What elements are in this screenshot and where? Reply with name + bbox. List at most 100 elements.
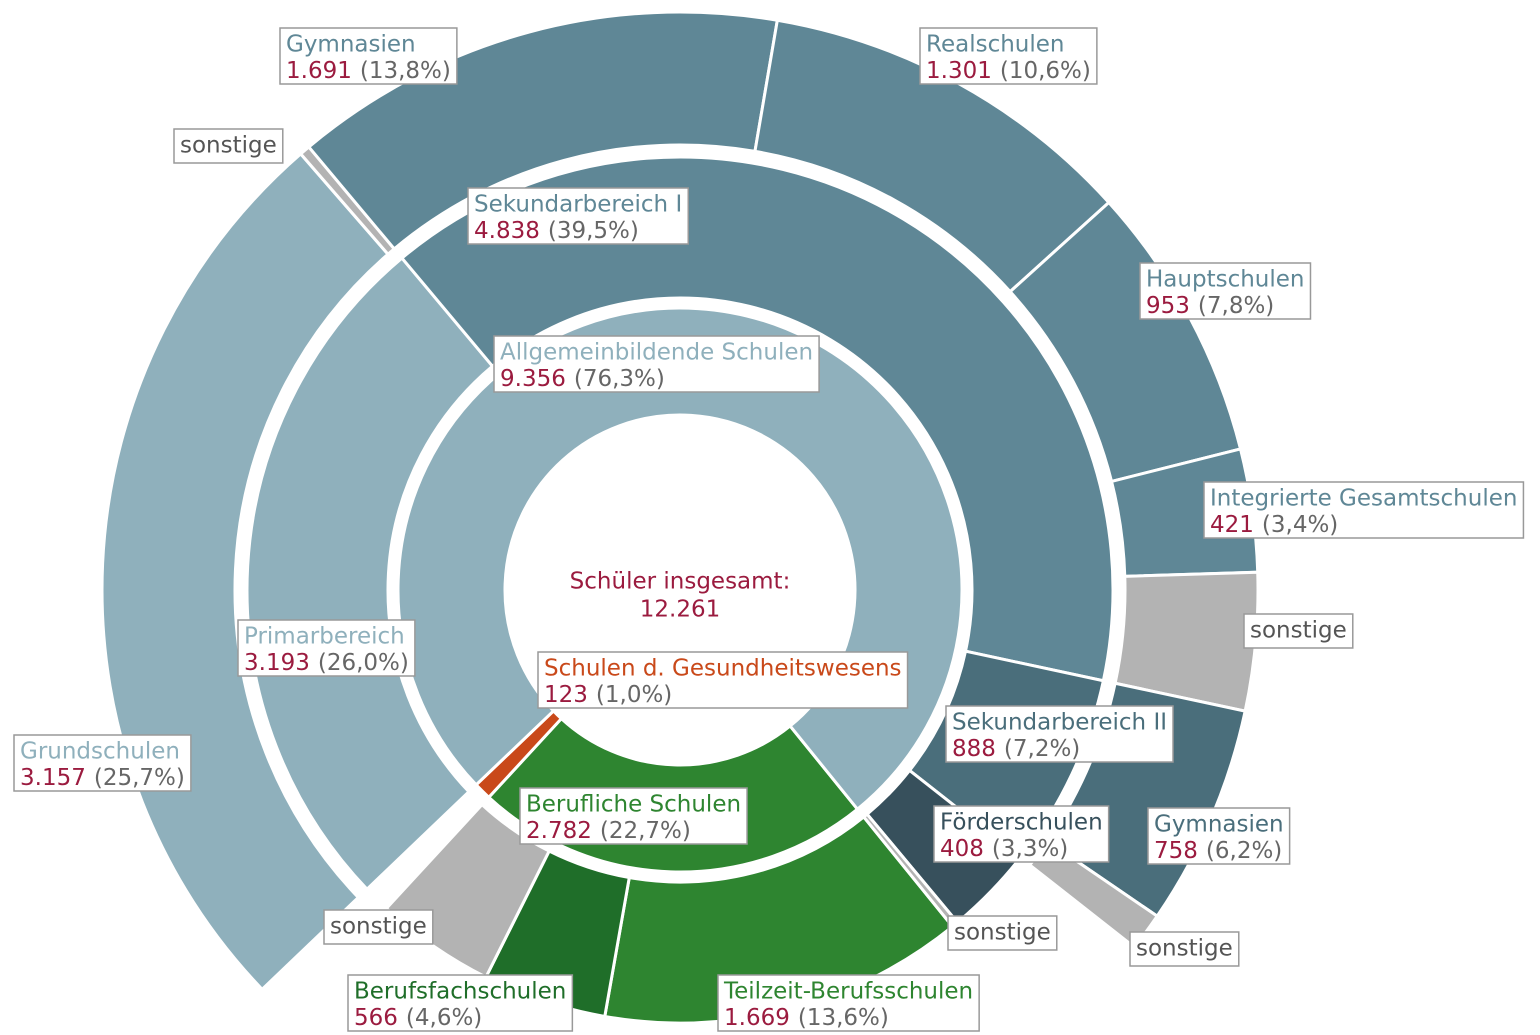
label: sonstige (947, 915, 1058, 951)
label-box (493, 335, 820, 393)
label-number: 4.838 (474, 218, 540, 244)
label-name: Teilzeit-Berufsschulen (723, 979, 973, 1005)
label-box (1243, 613, 1354, 649)
label-box (323, 909, 434, 945)
label-value: 3.157 (25,7%) (20, 765, 185, 791)
label-box (347, 974, 574, 1032)
label-name: Primarbereich (244, 624, 405, 650)
label-name: Integrierte Gesamtschulen (1210, 486, 1517, 512)
label-box (279, 27, 458, 85)
label-value: 421 (3,4%) (1210, 512, 1338, 538)
label-box (947, 915, 1058, 951)
label-name: Gymnasien (1154, 812, 1284, 838)
label-number: 1.669 (724, 1005, 790, 1031)
label-name: Realschulen (926, 32, 1064, 58)
label-number: 408 (940, 836, 984, 862)
label-number: 888 (952, 736, 996, 762)
label-number: 123 (544, 682, 588, 708)
label: sonstige (1129, 931, 1240, 967)
label-name: sonstige (1250, 618, 1347, 644)
label-share: (25,7%) (94, 765, 185, 791)
label-name: sonstige (330, 914, 427, 940)
label-value: 566 (4,6%) (354, 1005, 482, 1031)
label-value: 1.301 (10,6%) (926, 58, 1091, 84)
arcs (100, 10, 1260, 1025)
label: sonstige (173, 128, 284, 164)
label-share: (26,0%) (318, 650, 409, 676)
label-name: Berufliche Schulen (526, 792, 741, 818)
label-number: 9.356 (500, 366, 566, 392)
label-value: 758 (6,2%) (1154, 838, 1282, 864)
label-box (13, 734, 192, 792)
label: sonstige (1243, 613, 1354, 649)
label-number: 1.691 (286, 58, 352, 84)
label-name: Förderschulen (940, 810, 1103, 836)
label-value: 2.782 (22,7%) (526, 818, 691, 844)
label-share: (1,0%) (596, 682, 672, 708)
label-name: sonstige (1136, 936, 1233, 962)
label-value: 888 (7,2%) (952, 736, 1080, 762)
label-box (717, 974, 980, 1032)
label-name: Allgemeinbildende Schulen (500, 340, 813, 366)
label: sonstige (323, 909, 434, 945)
label-share: (13,6%) (798, 1005, 889, 1031)
label-name: Sekundarbereich II (952, 710, 1167, 736)
center-total: 12.261 (640, 597, 720, 623)
label-number: 421 (1210, 512, 1254, 538)
label-name: Gymnasien (286, 32, 416, 58)
label-name: Schulen d. Gesundheitswesens (544, 656, 902, 682)
label-box (1129, 931, 1240, 967)
label-share: (10,6%) (1000, 58, 1091, 84)
label-name: sonstige (954, 920, 1051, 946)
label-share: (22,7%) (600, 818, 691, 844)
label-value: 408 (3,3%) (940, 836, 1068, 862)
label-share: (7,8%) (1198, 293, 1274, 319)
label-value: 3.193 (26,0%) (244, 650, 409, 676)
label-box (945, 705, 1174, 763)
label-share: (76,3%) (574, 366, 665, 392)
label-share: (39,5%) (548, 218, 639, 244)
label-number: 1.301 (926, 58, 992, 84)
label-share: (6,2%) (1206, 838, 1282, 864)
label-name: Hauptschulen (1146, 267, 1304, 293)
label-name: Grundschulen (20, 739, 180, 765)
label-value: 1.669 (13,6%) (724, 1005, 889, 1031)
label-share: (7,2%) (1004, 736, 1080, 762)
label-share: (4,6%) (406, 1005, 482, 1031)
label-share: (3,4%) (1262, 512, 1338, 538)
label-share: (13,8%) (360, 58, 451, 84)
segment (396, 306, 964, 812)
label-box (173, 128, 284, 164)
label-value: 123 (1,0%) (544, 682, 672, 708)
label: Sekundarbereich I4.838 (39,5%) (467, 187, 689, 245)
label-box (1147, 807, 1291, 865)
label-box (237, 619, 416, 677)
label-name: sonstige (180, 133, 277, 159)
label-box (919, 27, 1098, 85)
label-name: Sekundarbereich I (474, 192, 682, 218)
label-value: 1.691 (13,8%) (286, 58, 451, 84)
label-box (519, 787, 748, 845)
label-value: 953 (7,8%) (1146, 293, 1274, 319)
label-box (537, 651, 909, 709)
label-number: 758 (1154, 838, 1198, 864)
label-box (467, 187, 689, 245)
label-box (1203, 481, 1525, 539)
label-number: 2.782 (526, 818, 592, 844)
center-label: Schüler insgesamt: (570, 569, 791, 595)
